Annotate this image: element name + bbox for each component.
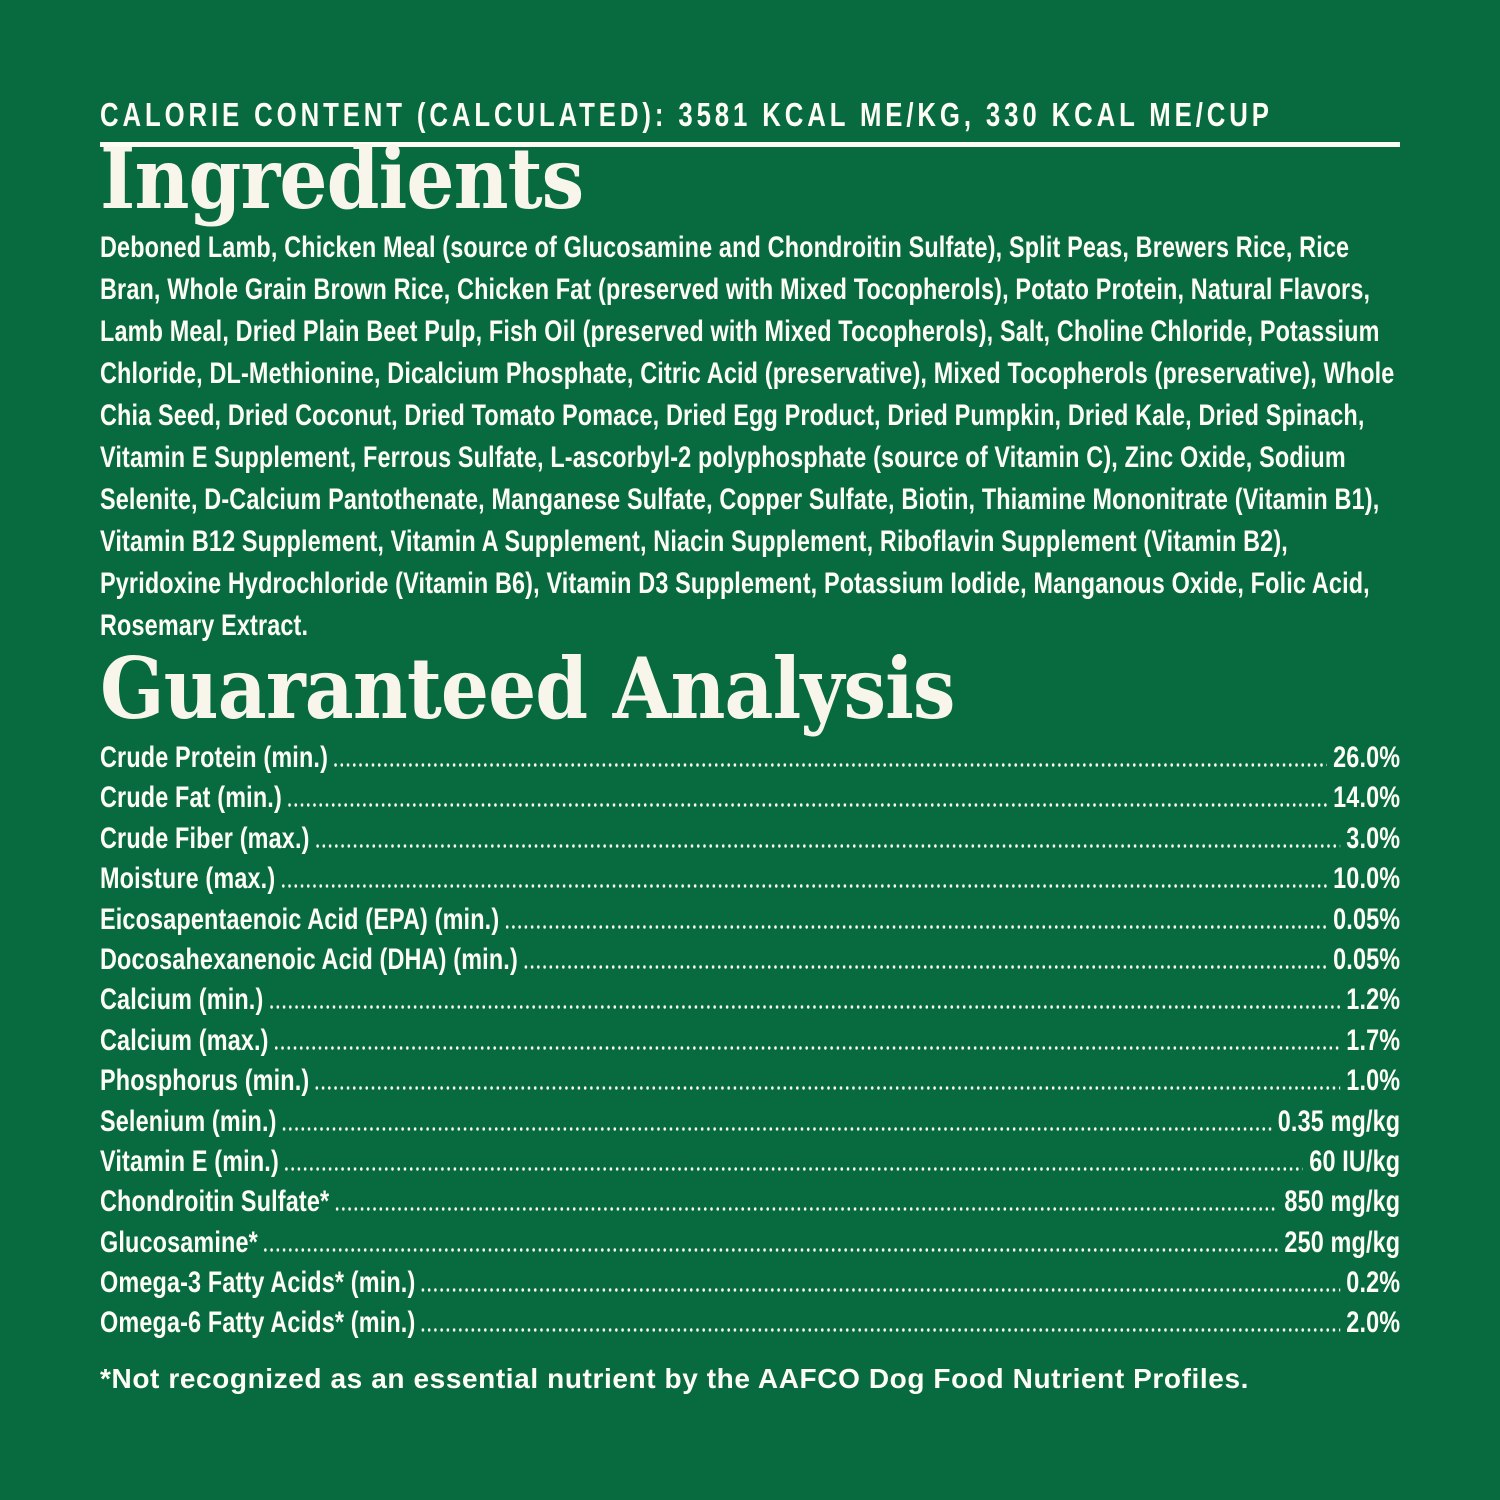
nutrient-value: 0.05% bbox=[1333, 902, 1401, 936]
nutrient-value: 3.0% bbox=[1346, 821, 1401, 855]
dot-leader bbox=[503, 924, 1327, 929]
dot-leader bbox=[286, 803, 1327, 808]
nutrient-value: 1.2% bbox=[1346, 983, 1401, 1017]
nutrient-name: Calcium (min.) bbox=[100, 983, 264, 1017]
nutrient-value: 10.0% bbox=[1333, 862, 1401, 896]
nutrient-name: Omega-3 Fatty Acids* (min.) bbox=[100, 1266, 416, 1300]
dot-leader bbox=[314, 1086, 1341, 1091]
analysis-row: Moisture (max.) 10.0% bbox=[100, 862, 1400, 902]
aafco-footnote: *Not recognized as an essential nutrient… bbox=[100, 1362, 1250, 1394]
dot-leader bbox=[522, 964, 1327, 969]
analysis-row: Calcium (max.) 1.7% bbox=[100, 1024, 1400, 1064]
nutrient-value: 14.0% bbox=[1333, 781, 1401, 815]
analysis-row: Vitamin E (min.) 60 IU/kg bbox=[100, 1145, 1400, 1185]
nutrient-name: Calcium (max.) bbox=[100, 1023, 269, 1057]
nutrient-name: Moisture (max.) bbox=[100, 862, 276, 896]
nutrient-name: Docosahexanenoic Acid (DHA) (min.) bbox=[100, 942, 518, 976]
dot-leader bbox=[283, 1166, 1304, 1171]
analysis-row: Crude Fat (min.) 14.0% bbox=[100, 781, 1400, 821]
dot-leader bbox=[420, 1328, 1341, 1333]
nutrient-value: 1.0% bbox=[1346, 1064, 1401, 1098]
analysis-row: Docosahexanenoic Acid (DHA) (min.) 0.05% bbox=[100, 943, 1400, 983]
dot-leader bbox=[420, 1288, 1341, 1293]
guaranteed-analysis-heading: Guaranteed Analysis bbox=[100, 639, 955, 738]
nutrient-value: 0.05% bbox=[1333, 942, 1401, 976]
calorie-content-line: CALORIE CONTENT (CALCULATED): 3581 KCAL … bbox=[100, 96, 1273, 133]
dot-leader bbox=[332, 763, 1327, 767]
nutrient-name: Glucosamine* bbox=[100, 1225, 258, 1259]
nutrient-name: Phosphorus (min.) bbox=[100, 1064, 310, 1098]
ingredients-text: Deboned Lamb, Chicken Meal (source of Gl… bbox=[100, 231, 1395, 642]
nutrient-name: Crude Fat (min.) bbox=[100, 781, 282, 815]
analysis-row: Eicosapentaenoic Acid (EPA) (min.) 0.05% bbox=[100, 903, 1400, 943]
nutrient-value: 60 IU/kg bbox=[1309, 1144, 1401, 1178]
nutrient-value: 0.2% bbox=[1346, 1266, 1401, 1300]
dot-leader bbox=[262, 1247, 1279, 1252]
nutrient-value: 26.0% bbox=[1333, 741, 1401, 774]
analysis-row: Glucosamine* 250 mg/kg bbox=[100, 1226, 1400, 1266]
nutrient-value: 2.0% bbox=[1346, 1306, 1401, 1340]
analysis-row: Omega-3 Fatty Acids* (min.) 0.2% bbox=[100, 1266, 1400, 1306]
nutrient-name: Crude Fiber (max.) bbox=[100, 821, 310, 855]
dot-leader bbox=[314, 843, 1341, 848]
nutrient-value: 850 mg/kg bbox=[1284, 1185, 1401, 1219]
analysis-row: Chondroitin Sulfate* 850 mg/kg bbox=[100, 1185, 1400, 1225]
dot-leader bbox=[281, 1126, 1272, 1131]
analysis-row: Crude Fiber (max.) 3.0% bbox=[100, 822, 1400, 862]
nutrient-value: 250 mg/kg bbox=[1284, 1225, 1401, 1259]
analysis-row: Selenium (min.) 0.35 mg/kg bbox=[100, 1105, 1400, 1145]
nutrient-name: Omega-6 Fatty Acids* (min.) bbox=[100, 1306, 416, 1340]
nutrient-name: Chondroitin Sulfate* bbox=[100, 1185, 330, 1219]
dot-leader bbox=[268, 1005, 1341, 1010]
divider-rule bbox=[100, 142, 1400, 147]
nutrient-name: Crude Protein (min.) bbox=[100, 741, 329, 774]
dot-leader bbox=[333, 1207, 1279, 1212]
dot-leader bbox=[279, 884, 1327, 889]
nutrient-name: Vitamin E (min.) bbox=[100, 1144, 279, 1178]
dot-leader bbox=[273, 1045, 1341, 1050]
nutrient-value: 0.35 mg/kg bbox=[1277, 1104, 1401, 1138]
analysis-row: Phosphorus (min.) 1.0% bbox=[100, 1064, 1400, 1104]
nutrient-value: 1.7% bbox=[1346, 1023, 1401, 1057]
nutrient-name: Eicosapentaenoic Acid (EPA) (min.) bbox=[100, 902, 500, 936]
ingredients-heading: Ingredients bbox=[100, 129, 584, 228]
nutrient-name: Selenium (min.) bbox=[100, 1104, 277, 1138]
guaranteed-analysis-table: Crude Protein (min.) 26.0% Crude Fat (mi… bbox=[100, 741, 1400, 1347]
analysis-row: Omega-6 Fatty Acids* (min.) 2.0% bbox=[100, 1306, 1400, 1346]
analysis-row: Calcium (min.) 1.2% bbox=[100, 983, 1400, 1023]
analysis-row: Crude Protein (min.) 26.0% bbox=[100, 741, 1400, 781]
